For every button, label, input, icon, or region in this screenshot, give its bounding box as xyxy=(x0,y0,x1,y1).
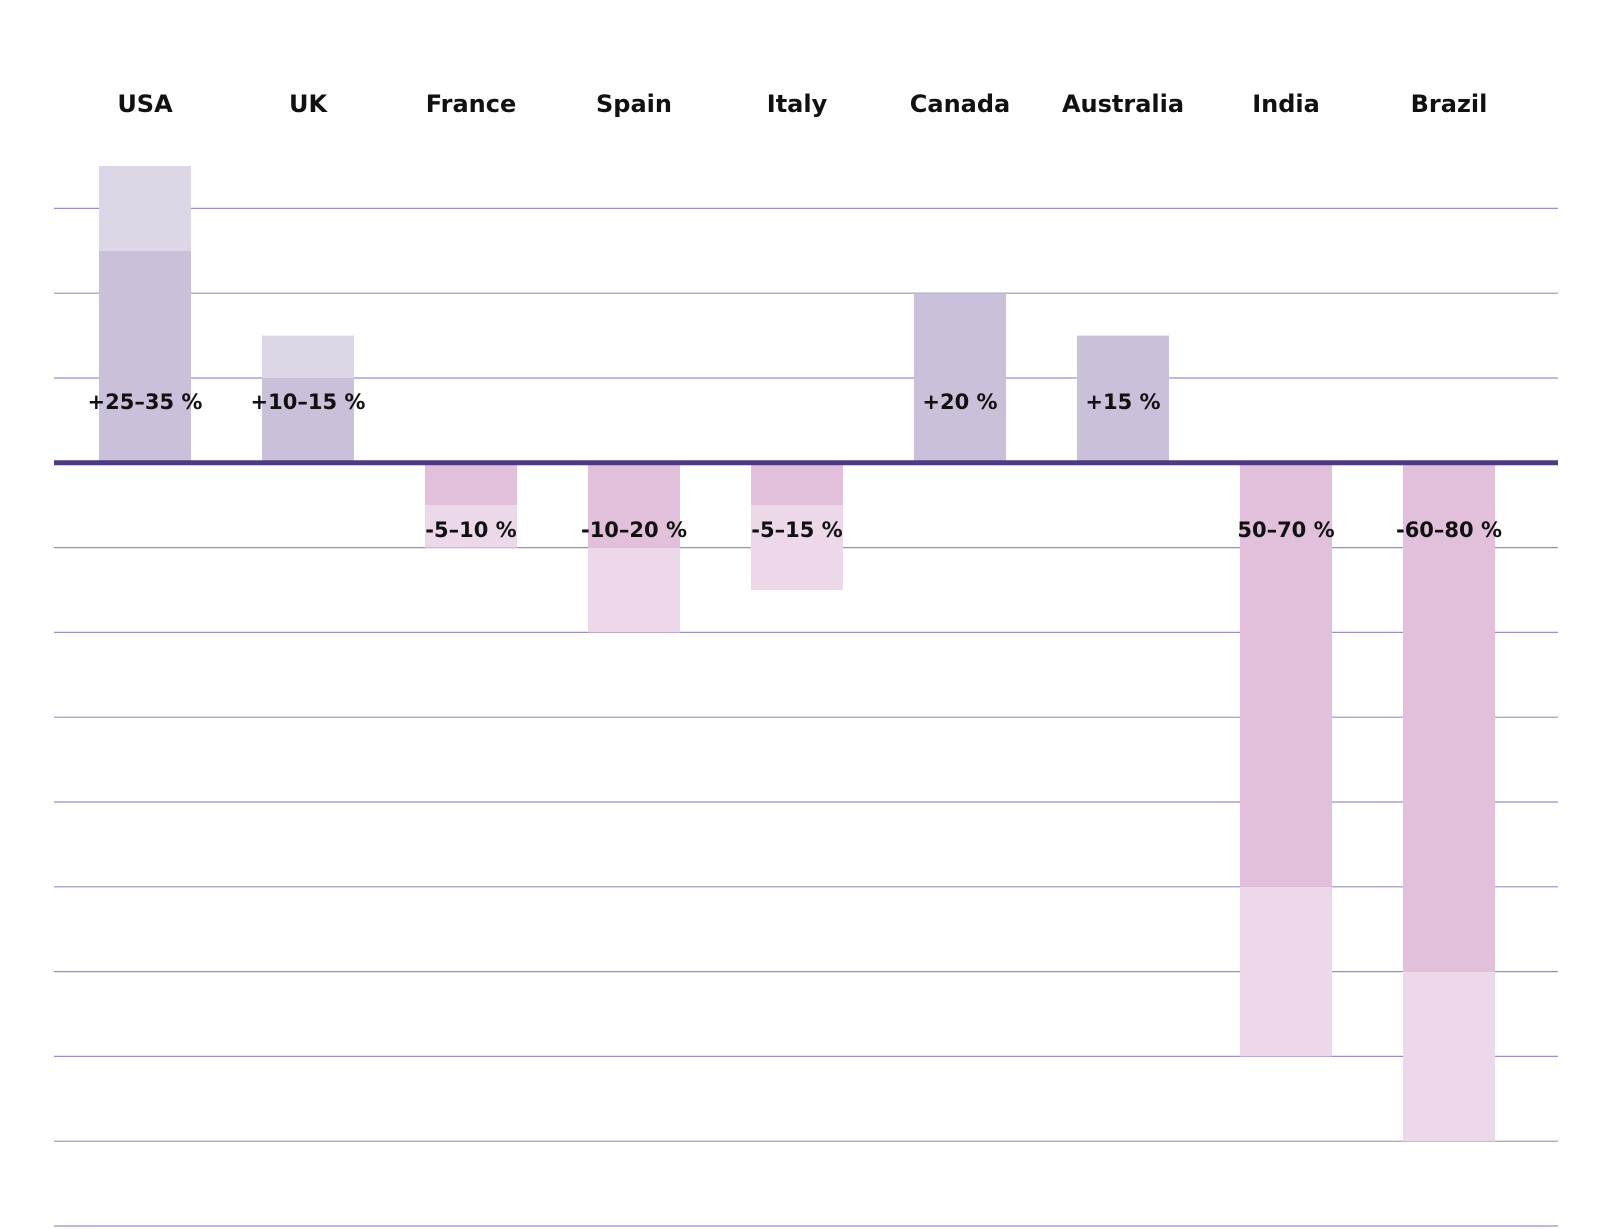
value-label: 50–70 % xyxy=(1237,518,1334,542)
range-bar-base xyxy=(588,462,680,548)
range-bar-upper xyxy=(751,505,843,590)
value-label: +20 % xyxy=(922,390,997,414)
range-bar-upper xyxy=(262,335,354,378)
range-bar-upper xyxy=(588,547,680,633)
range-bar-upper xyxy=(1240,886,1332,1057)
range-bar-upper xyxy=(1403,971,1495,1142)
category-label: Australia xyxy=(1062,90,1184,118)
range-bar-base xyxy=(1240,462,1332,887)
range-bar-base xyxy=(1403,462,1495,972)
category-label: UK xyxy=(289,90,328,118)
range-bar-base xyxy=(99,250,191,463)
value-label: -60–80 % xyxy=(1396,518,1502,542)
range-bar-upper xyxy=(99,166,191,251)
category-label: Canada xyxy=(910,90,1010,118)
category-label: India xyxy=(1252,90,1320,118)
value-label: +25–35 % xyxy=(88,390,203,414)
range-bar-base xyxy=(425,462,517,506)
range-bar-base xyxy=(1077,335,1169,463)
category-label: USA xyxy=(117,90,173,118)
category-label: France xyxy=(426,90,516,118)
category-label: Spain xyxy=(596,90,672,118)
value-label: -10–20 % xyxy=(581,518,687,542)
range-bar-base xyxy=(262,378,354,463)
range-bar-upper xyxy=(425,505,517,548)
category-label: Brazil xyxy=(1411,90,1488,118)
category-label: Italy xyxy=(767,90,828,118)
value-label: +10–15 % xyxy=(251,390,366,414)
value-label: -5–10 % xyxy=(425,518,516,542)
value-label: +15 % xyxy=(1085,390,1160,414)
value-label: -5–15 % xyxy=(751,518,842,542)
range-bar-base xyxy=(751,462,843,506)
range-bar-base xyxy=(914,293,1006,463)
